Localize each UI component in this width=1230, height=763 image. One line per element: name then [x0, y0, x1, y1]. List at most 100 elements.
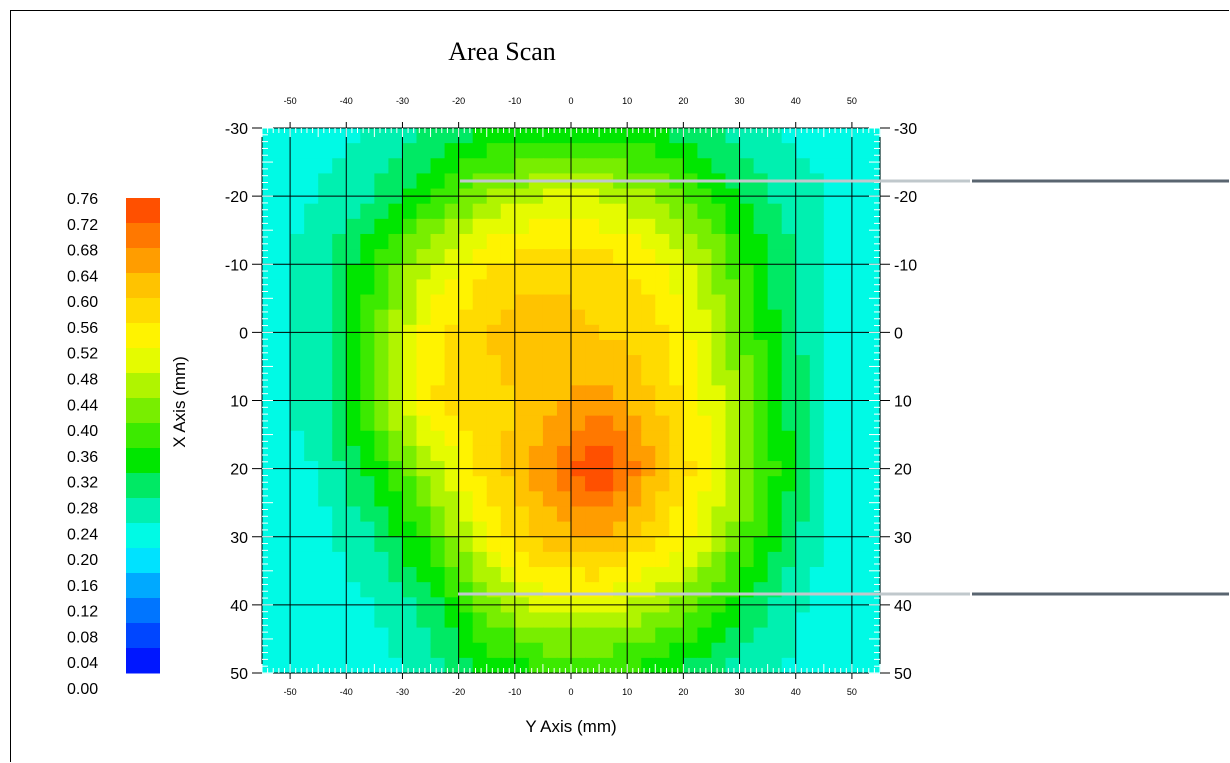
heatmap-cell	[599, 551, 614, 568]
heatmap-cell	[556, 279, 572, 296]
heatmap-cell	[360, 128, 375, 144]
heatmap-cell	[711, 385, 727, 402]
heatmap-cell	[458, 536, 474, 553]
heatmap-cell	[683, 551, 699, 568]
heatmap-cell	[823, 218, 839, 235]
heatmap-cell	[641, 582, 656, 598]
heatmap-cell	[599, 385, 614, 402]
heatmap-cell	[837, 506, 853, 523]
heatmap-cell	[444, 279, 460, 296]
heatmap-cell	[304, 551, 319, 568]
heatmap-cell	[725, 506, 741, 523]
heatmap-cell	[753, 355, 769, 371]
heatmap-cell	[613, 612, 628, 629]
heatmap-cell	[795, 264, 811, 280]
heatmap-cell	[458, 657, 474, 674]
heatmap-cell	[613, 309, 628, 326]
heatmap-cell	[585, 582, 600, 598]
heatmap-cell	[430, 415, 446, 432]
heatmap-cell	[332, 249, 347, 265]
heatmap-cell	[781, 521, 797, 538]
heatmap-cell	[458, 385, 474, 402]
heatmap-cell	[585, 370, 600, 386]
heatmap-cell	[571, 430, 586, 447]
heatmap-cell	[290, 476, 305, 492]
heatmap-cell	[585, 430, 600, 447]
heatmap-cell	[304, 218, 319, 235]
heatmap-cell	[711, 415, 727, 432]
heatmap-cell	[486, 218, 502, 235]
heatmap-cell	[837, 218, 853, 235]
heatmap-cell	[402, 551, 418, 568]
heatmap-cell	[753, 385, 769, 402]
heatmap-cell	[795, 415, 811, 432]
heatmap-cell	[571, 445, 586, 462]
heatmap-cell	[430, 657, 446, 674]
colorbar-segment	[126, 298, 160, 324]
heatmap-cell	[346, 309, 361, 326]
heatmap-cell	[402, 400, 418, 417]
heatmap-cell	[346, 400, 361, 417]
heatmap-cell	[444, 143, 460, 159]
heatmap-cell	[683, 521, 699, 538]
heatmap-cell	[795, 521, 811, 538]
heatmap-cell	[388, 415, 404, 432]
heatmap-cell	[753, 218, 769, 235]
heatmap-cell	[556, 249, 572, 265]
heatmap-cell	[795, 612, 811, 629]
heatmap-cell	[739, 218, 755, 235]
heatmap-cell	[795, 385, 811, 402]
heatmap-cell	[402, 294, 418, 311]
heatmap-cell	[514, 582, 530, 598]
heatmap-cell	[725, 476, 741, 492]
heatmap-cell	[514, 536, 530, 553]
y-tick-label-left: 30	[230, 530, 248, 547]
heatmap-cell	[276, 445, 291, 462]
heatmap-cell	[865, 506, 881, 523]
heatmap-cell	[669, 203, 684, 220]
heatmap-cell	[725, 491, 741, 508]
heatmap-cell	[290, 400, 305, 417]
heatmap-cell	[556, 218, 572, 235]
heatmap-cell	[262, 627, 277, 644]
heatmap-cell	[304, 279, 319, 296]
heatmap-cell	[374, 355, 390, 371]
heatmap-cell	[290, 128, 305, 144]
heatmap-cell	[444, 415, 460, 432]
heatmap-cell	[472, 143, 488, 159]
heatmap-cell	[416, 491, 432, 508]
heatmap-cell	[430, 158, 446, 175]
heatmap-cell	[655, 355, 670, 371]
heatmap-cell	[472, 445, 488, 462]
heatmap-cell	[781, 536, 797, 553]
heatmap-cell	[865, 294, 881, 311]
heatmap-cell	[613, 521, 628, 538]
heatmap-cell	[276, 233, 291, 250]
heatmap-cell	[725, 203, 741, 220]
heatmap-cell	[851, 415, 867, 432]
heatmap-cell	[781, 415, 797, 432]
colorbar-segment	[126, 198, 160, 224]
heatmap-cell	[571, 279, 586, 296]
heatmap-cell	[444, 445, 460, 462]
heatmap-cell	[711, 249, 727, 265]
heatmap-cell	[276, 642, 291, 659]
heatmap-cell	[458, 279, 474, 296]
heatmap-cell	[486, 415, 502, 432]
heatmap-cell	[444, 642, 460, 659]
heatmap-cell	[767, 309, 783, 326]
heatmap-cell	[669, 385, 684, 402]
heatmap-cell	[542, 430, 558, 447]
heatmap-cell	[767, 158, 783, 175]
heatmap-cell	[795, 551, 811, 568]
heatmap-cell	[332, 506, 347, 523]
heatmap-cell	[290, 536, 305, 553]
heatmap-cell	[669, 264, 684, 280]
heatmap-cell	[711, 400, 727, 417]
heatmap-cell	[360, 143, 375, 159]
heatmap-cell	[416, 173, 432, 190]
heatmap-cell	[669, 400, 684, 417]
heatmap-cell	[486, 264, 502, 280]
heatmap-cell	[500, 294, 516, 311]
heatmap-cell	[556, 385, 572, 402]
